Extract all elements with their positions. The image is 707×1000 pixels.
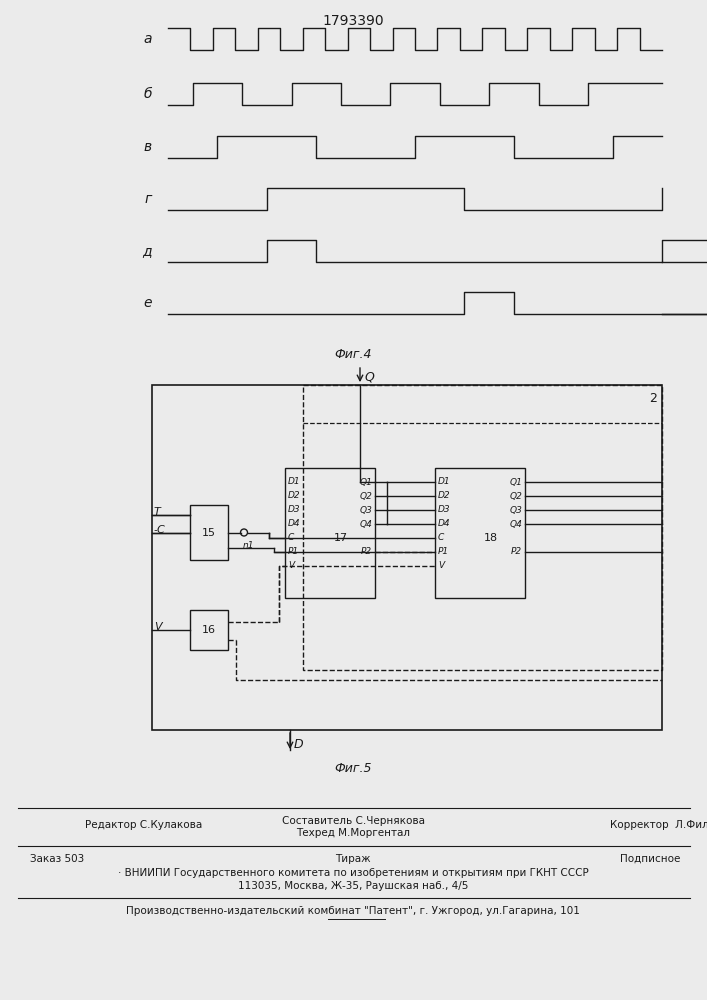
Text: г: г <box>145 192 152 206</box>
Bar <box>152 385 662 730</box>
Text: D2: D2 <box>288 491 300 500</box>
Text: е: е <box>144 296 152 310</box>
Text: 17: 17 <box>334 533 348 543</box>
Text: Корректор  Л.Филь: Корректор Л.Филь <box>610 820 707 830</box>
Text: Подписное: Подписное <box>620 854 680 864</box>
Text: D3: D3 <box>288 506 300 514</box>
Text: 18: 18 <box>484 533 498 543</box>
Text: P1: P1 <box>288 548 299 556</box>
Text: Q4: Q4 <box>509 520 522 528</box>
Text: Редактор С.Кулакова: Редактор С.Кулакова <box>85 820 202 830</box>
Text: 15: 15 <box>202 528 216 538</box>
Text: Q2: Q2 <box>509 491 522 500</box>
Bar <box>435 468 525 598</box>
Text: Тираж: Тираж <box>335 854 370 864</box>
Text: D4: D4 <box>288 520 300 528</box>
Text: D4: D4 <box>438 520 450 528</box>
Text: P2: P2 <box>511 548 522 556</box>
Text: Производственно-издательский комбинат "Патент", г. Ужгород, ул.Гагарина, 101: Производственно-издательский комбинат "П… <box>126 906 580 916</box>
Text: n1: n1 <box>243 542 255 550</box>
Text: · ВНИИПИ Государственного комитета по изобретениям и открытиям при ГКНТ СССР: · ВНИИПИ Государственного комитета по из… <box>117 868 588 878</box>
Text: -C: -C <box>154 525 165 535</box>
Text: Q2: Q2 <box>359 491 372 500</box>
Text: Q3: Q3 <box>509 506 522 514</box>
Text: D: D <box>294 738 303 750</box>
Bar <box>285 468 375 598</box>
Text: д: д <box>142 244 152 258</box>
Text: D1: D1 <box>438 478 450 487</box>
Text: V: V <box>288 562 294 570</box>
Text: Q1: Q1 <box>359 478 372 487</box>
Text: 16: 16 <box>202 625 216 635</box>
Text: 1793390: 1793390 <box>322 14 384 28</box>
Text: Q: Q <box>364 370 374 383</box>
Text: D1: D1 <box>288 478 300 487</box>
Text: D2: D2 <box>438 491 450 500</box>
Text: Составитель С.Чернякова: Составитель С.Чернякова <box>281 816 424 826</box>
Text: D3: D3 <box>438 506 450 514</box>
Bar <box>303 385 662 670</box>
Text: Фиг.5: Фиг.5 <box>334 762 372 775</box>
Text: V: V <box>154 622 162 632</box>
Bar <box>190 610 228 650</box>
Text: 113035, Москва, Ж-35, Раушская наб., 4/5: 113035, Москва, Ж-35, Раушская наб., 4/5 <box>238 881 468 891</box>
Text: C: C <box>438 534 444 542</box>
Text: P2: P2 <box>361 548 372 556</box>
Bar <box>190 505 228 560</box>
Text: P1: P1 <box>438 548 449 556</box>
Text: T: T <box>154 507 160 517</box>
Text: Q3: Q3 <box>359 506 372 514</box>
Text: Заказ 503: Заказ 503 <box>30 854 84 864</box>
Text: Фиг.4: Фиг.4 <box>334 348 372 361</box>
Text: а: а <box>144 32 152 46</box>
Text: Q4: Q4 <box>359 520 372 528</box>
Text: в: в <box>144 140 152 154</box>
Text: V: V <box>438 562 444 570</box>
Text: б: б <box>144 87 152 101</box>
Text: 2: 2 <box>649 392 657 405</box>
Text: C: C <box>288 534 294 542</box>
Text: Q1: Q1 <box>509 478 522 487</box>
Text: Техред М.Моргентал: Техред М.Моргентал <box>296 828 410 838</box>
